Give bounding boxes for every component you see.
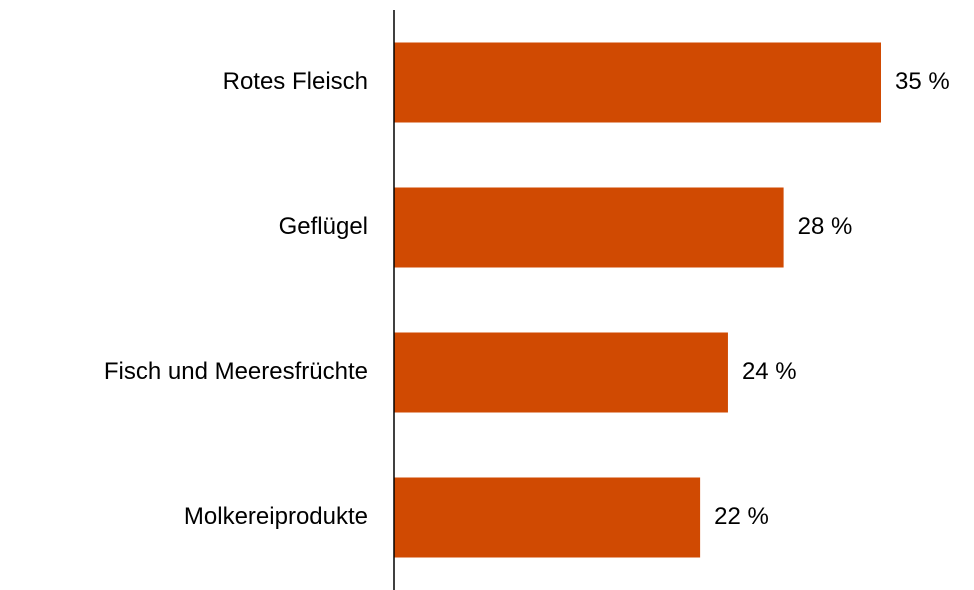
bar <box>394 332 728 413</box>
y-tick-label: Rotes Fleisch <box>223 68 368 95</box>
data-label: 35 % <box>895 68 950 95</box>
y-tick-label: Molkereiprodukte <box>184 503 368 530</box>
y-tick-label: Fisch und Meeresfrüchte <box>104 358 368 385</box>
y-tick-label: Geflügel <box>279 213 368 240</box>
bar <box>394 477 701 558</box>
bar <box>394 187 784 268</box>
bar <box>394 42 881 123</box>
data-label: 22 % <box>714 503 769 530</box>
data-label: 28 % <box>798 213 853 240</box>
data-label: 24 % <box>742 358 797 385</box>
